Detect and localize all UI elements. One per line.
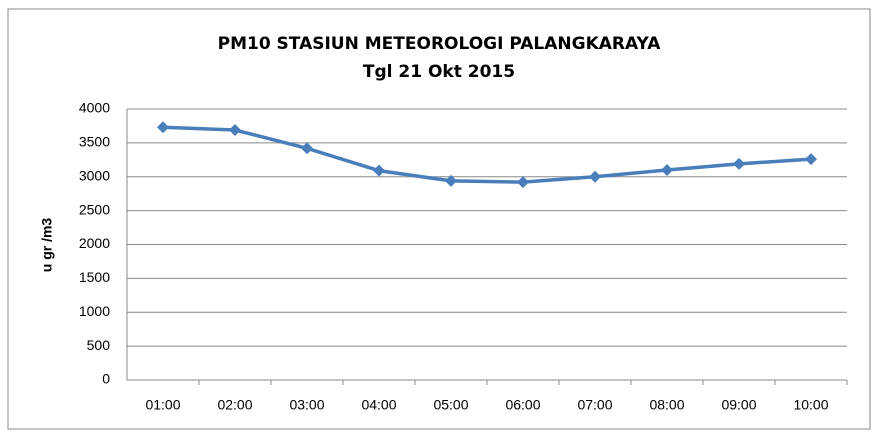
data-point [805,153,817,166]
chart-border [7,8,871,430]
x-tick-label: 08:00 [649,397,684,413]
y-tick-label: 1000 [79,303,110,319]
data-point [661,163,673,176]
data-point [445,174,457,187]
x-tick-label: 10:00 [793,397,828,413]
y-tick-label: 500 [87,337,111,353]
y-tick-label: 0 [102,371,110,387]
y-tick-label: 3500 [79,134,110,150]
y-tick-label: 1500 [79,269,110,285]
data-line [162,125,812,184]
x-tick-label: 05:00 [433,397,468,413]
x-tick-label: 03:00 [289,397,324,413]
x-tick-label: 09:00 [721,397,756,413]
y-tick-label: 4000 [79,100,110,116]
data-point [589,170,601,183]
y-tick-label: 2500 [79,201,110,217]
data-point [733,157,745,170]
y-tick-label: 3000 [79,167,110,183]
y-tick-label: 2000 [79,235,110,251]
chart-title: PM10 STASIUN METEOROLOGI PALANGKARAYA [218,34,662,54]
x-tick-label: 07:00 [577,397,612,413]
data-point [157,121,169,134]
data-point [373,164,385,177]
chart-subtitle: Tgl 21 Okt 2015 [363,62,515,82]
y-axis-title: u gr /m3 [39,218,55,273]
x-tick-label: 06:00 [505,397,540,413]
data-point [517,176,529,189]
data-point [301,142,313,155]
data-point [229,124,241,137]
x-tick-label: 01:00 [145,397,180,413]
x-tick-label: 02:00 [217,397,252,413]
x-tick-label: 04:00 [361,397,396,413]
